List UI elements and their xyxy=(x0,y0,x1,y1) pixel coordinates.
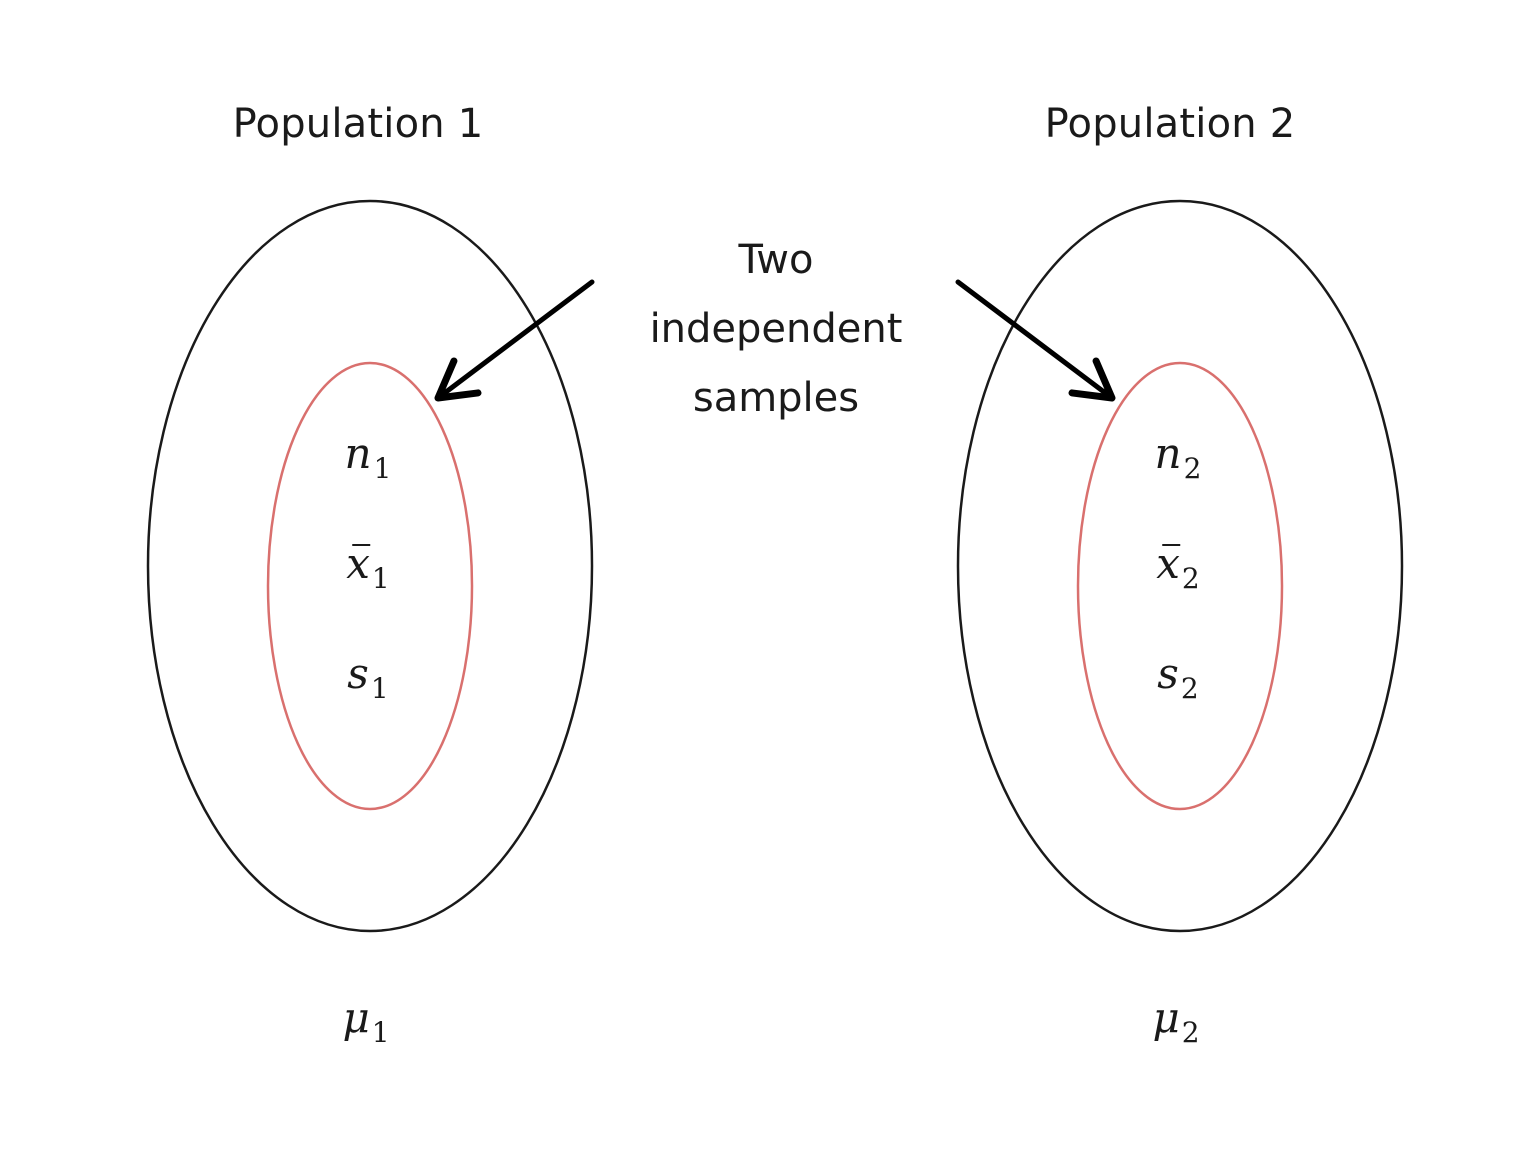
sample-1-mean: x1 xyxy=(346,540,390,603)
sample-2-sd-subscript: 2 xyxy=(1180,672,1199,705)
sample-2-n-subscript: 2 xyxy=(1183,452,1202,485)
sample-2-mean: x2 xyxy=(1156,540,1200,603)
sample-1-sd: s1 xyxy=(347,650,388,713)
samples-label-line-1: Two xyxy=(738,237,814,283)
sample-2-sd: s2 xyxy=(1157,650,1198,713)
sample-1-n-subscript: 1 xyxy=(373,452,392,485)
sample-2-mean-symbol: x xyxy=(1156,539,1180,588)
sample-1-sd-subscript: 1 xyxy=(370,672,389,705)
sample-1-n-symbol: n xyxy=(344,429,372,478)
population-2-title: Population 2 xyxy=(1044,101,1296,147)
arrow-to-sample-2 xyxy=(955,279,1116,402)
samples-label-line-3: samples xyxy=(692,375,860,421)
arrow-to-sample-1 xyxy=(434,279,595,402)
samples-label-line-2: independent xyxy=(649,306,903,352)
sample-2-sd-symbol: s xyxy=(1157,649,1179,698)
samples-label: Two independent samples xyxy=(650,226,903,433)
population-1-title: Population 1 xyxy=(232,101,484,147)
sample-2-n-symbol: n xyxy=(1154,429,1182,478)
sample-1-mean-subscript: 1 xyxy=(371,562,390,595)
sample-1-sd-symbol: s xyxy=(347,649,369,698)
population-2-mean-subscript: 2 xyxy=(1181,1016,1200,1049)
sample-2-n: n2 xyxy=(1155,430,1202,493)
population-1-mean: μ1 xyxy=(342,994,389,1057)
population-2-mean: μ2 xyxy=(1152,994,1199,1057)
population-1-ellipse xyxy=(146,199,594,933)
population-1-mean-symbol: μ xyxy=(342,993,370,1042)
sample-1-mean-symbol: x xyxy=(346,539,370,588)
sample-1-n: n1 xyxy=(345,430,392,493)
population-2-mean-symbol: μ xyxy=(1152,993,1180,1042)
population-2-ellipse xyxy=(956,199,1404,933)
sample-2-ellipse xyxy=(1076,361,1284,811)
sample-1-ellipse xyxy=(266,361,474,811)
population-1-mean-subscript: 1 xyxy=(371,1016,390,1049)
sample-2-mean-subscript: 2 xyxy=(1181,562,1200,595)
